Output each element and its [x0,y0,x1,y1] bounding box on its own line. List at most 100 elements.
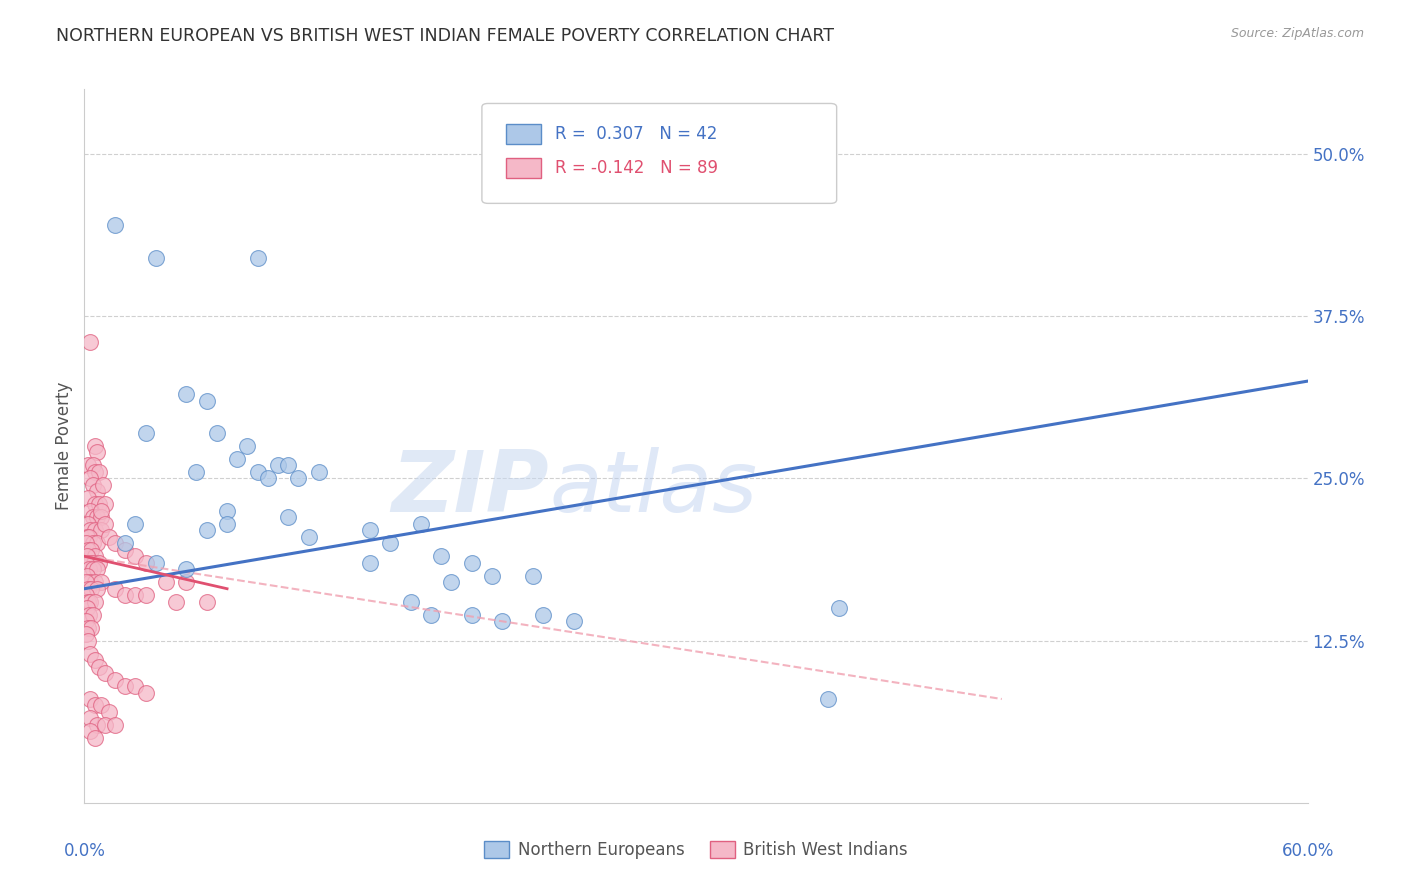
Point [90,698,112,713]
Point [104,219,127,233]
Point [77,516,100,531]
Point [562,614,585,628]
Point [86,484,108,499]
Point [86,562,108,576]
Point [77,595,100,609]
Point [77,491,100,505]
Point [86,582,108,596]
Point [135,556,157,570]
Point [83,698,105,713]
Point [124,588,146,602]
Point [481,568,503,582]
Point [90,504,112,518]
Point [195,524,218,538]
Point [114,542,136,557]
Point [93,516,115,531]
Point [195,595,218,609]
Point [76,568,98,582]
Text: atlas: atlas [550,447,758,531]
Point [93,666,115,681]
Point [77,582,100,596]
Point [104,673,127,687]
Point [83,556,105,570]
Point [135,588,157,602]
Text: ZIP: ZIP [391,447,550,531]
Point [409,516,432,531]
Point [80,542,103,557]
Point [79,562,101,576]
Point [79,595,101,609]
Point [430,549,453,564]
Point [82,510,104,524]
Point [79,524,101,538]
Point [135,425,157,440]
Point [124,549,146,564]
Point [83,465,105,479]
Point [97,705,120,719]
Point [195,393,218,408]
Point [124,516,146,531]
Point [79,530,101,544]
Point [79,692,101,706]
Point [83,575,105,590]
Point [80,621,103,635]
Point [79,575,101,590]
Point [79,471,101,485]
Point [77,458,100,473]
Point [83,497,105,511]
FancyBboxPatch shape [506,124,541,145]
FancyBboxPatch shape [482,103,837,203]
Point [277,458,299,473]
Point [308,465,330,479]
Point [87,556,110,570]
Point [359,524,381,538]
Legend: Northern Europeans, British West Indians: Northern Europeans, British West Indians [478,834,914,866]
Point [522,568,544,582]
Point [90,575,112,590]
Point [79,724,101,739]
Point [828,601,851,615]
Point [83,595,105,609]
Point [817,692,839,706]
Point [287,471,309,485]
Point [531,607,554,622]
Point [79,335,101,350]
Point [461,556,484,570]
Point [86,536,108,550]
Point [226,452,249,467]
Point [155,575,177,590]
Point [83,439,105,453]
Point [145,556,167,570]
Y-axis label: Female Poverty: Female Poverty [55,382,73,510]
Point [77,633,100,648]
Point [420,607,443,622]
Point [75,556,97,570]
Point [174,562,197,576]
Text: R = -0.142   N = 89: R = -0.142 N = 89 [555,159,718,177]
Point [75,588,97,602]
Point [93,497,115,511]
Point [267,458,290,473]
Point [114,588,136,602]
Point [135,685,157,699]
Point [114,536,136,550]
Point [86,510,108,524]
Point [114,679,136,693]
Point [174,575,197,590]
Text: Source: ZipAtlas.com: Source: ZipAtlas.com [1230,27,1364,40]
Point [359,556,381,570]
Point [174,387,197,401]
Point [75,536,97,550]
Point [145,251,167,265]
Point [83,549,105,564]
Point [380,536,402,550]
Point [83,731,105,745]
Point [79,711,101,725]
Point [80,582,103,596]
Point [461,607,484,622]
Point [82,562,104,576]
Point [186,465,208,479]
Point [90,510,112,524]
Point [93,718,115,732]
Point [76,530,98,544]
